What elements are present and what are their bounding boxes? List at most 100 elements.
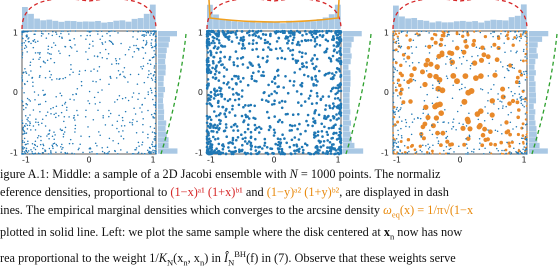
sample-point [226, 30, 230, 33]
hist-bar [529, 31, 549, 37]
sample-point [151, 30, 154, 32]
sample-point [328, 104, 331, 108]
sample-point [48, 129, 51, 131]
sample-point [206, 130, 210, 134]
sample-point [314, 131, 317, 135]
sample-point [325, 47, 329, 51]
sample-point [114, 30, 116, 33]
sample-point [273, 82, 277, 85]
sample-point [115, 77, 118, 79]
sample-point [48, 138, 50, 140]
sample-point [437, 101, 443, 108]
sample-point [34, 129, 37, 131]
sample-point [252, 39, 255, 42]
hist-bar [529, 103, 534, 109]
sample-point [421, 151, 423, 153]
sample-point [154, 81, 157, 83]
sample-point [304, 52, 308, 55]
sample-point [441, 30, 444, 33]
sample-point [124, 96, 127, 99]
sample-point [155, 42, 157, 45]
sample-point [141, 111, 143, 113]
sample-point [208, 102, 211, 105]
sample-point [111, 124, 114, 126]
sample-point [80, 84, 83, 87]
sample-point [295, 90, 299, 93]
sample-point [523, 73, 526, 75]
sample-point [150, 152, 152, 154]
sample-point [237, 75, 240, 78]
sample-point [206, 124, 210, 128]
sample-point [471, 55, 473, 58]
hist-bar [34, 18, 40, 29]
sample-point [41, 122, 43, 124]
sample-point [89, 147, 91, 149]
sample-point [47, 48, 49, 50]
sample-point [462, 56, 465, 58]
sample-point [392, 116, 396, 119]
sample-point [50, 112, 52, 115]
sample-point [39, 74, 41, 77]
sample-point [225, 83, 229, 86]
sample-point [487, 92, 489, 94]
sample-point [273, 131, 277, 134]
sample-point [408, 150, 410, 153]
sample-point [524, 97, 527, 99]
sample-point [29, 61, 32, 64]
sample-point [233, 98, 237, 102]
sample-point [267, 116, 271, 120]
sample-point [273, 90, 277, 93]
sample-point [152, 116, 155, 119]
sample-point [244, 113, 247, 117]
sample-point [68, 116, 70, 118]
sample-point [21, 52, 24, 54]
sample-point [477, 118, 480, 121]
caption-text: x [383, 224, 390, 239]
sample-point [52, 30, 54, 33]
hist-bar [529, 148, 548, 154]
sample-point [526, 72, 528, 75]
sample-point [255, 126, 258, 130]
sample-point [151, 151, 153, 153]
sample-point [526, 36, 528, 39]
sample-point [21, 99, 23, 102]
sample-point [251, 48, 254, 51]
sample-point [247, 123, 250, 126]
sample-point [480, 45, 485, 50]
sample-point [208, 151, 212, 155]
sample-point [317, 113, 321, 117]
sample-point [500, 30, 503, 32]
sample-point [205, 121, 209, 125]
sample-point [206, 148, 210, 151]
hist-bar [496, 20, 503, 29]
sample-point [403, 151, 406, 154]
sample-point [96, 70, 99, 72]
sample-point [522, 142, 525, 145]
sample-point [53, 138, 55, 140]
sample-point [59, 52, 61, 55]
sample-point [242, 76, 245, 80]
sample-point [36, 137, 39, 139]
sample-point [452, 40, 454, 42]
hist-bar [429, 22, 436, 29]
sample-point [397, 50, 399, 53]
sample-point [26, 51, 28, 53]
sample-point [108, 150, 110, 153]
sample-point [445, 136, 447, 139]
sample-point [24, 31, 26, 33]
sample-point [88, 135, 91, 138]
sample-point [216, 93, 220, 96]
sample-point [300, 92, 303, 96]
sample-point [139, 107, 141, 109]
sample-point [142, 131, 144, 133]
sample-point [21, 42, 23, 44]
sample-point [30, 30, 32, 32]
sample-point [259, 37, 263, 40]
sample-point [73, 153, 76, 155]
sample-point [521, 122, 525, 126]
sample-point [59, 128, 62, 130]
x-tick-label: 0 [271, 156, 276, 165]
sample-point [155, 95, 157, 98]
sample-point [240, 114, 244, 118]
sample-point [32, 58, 34, 60]
